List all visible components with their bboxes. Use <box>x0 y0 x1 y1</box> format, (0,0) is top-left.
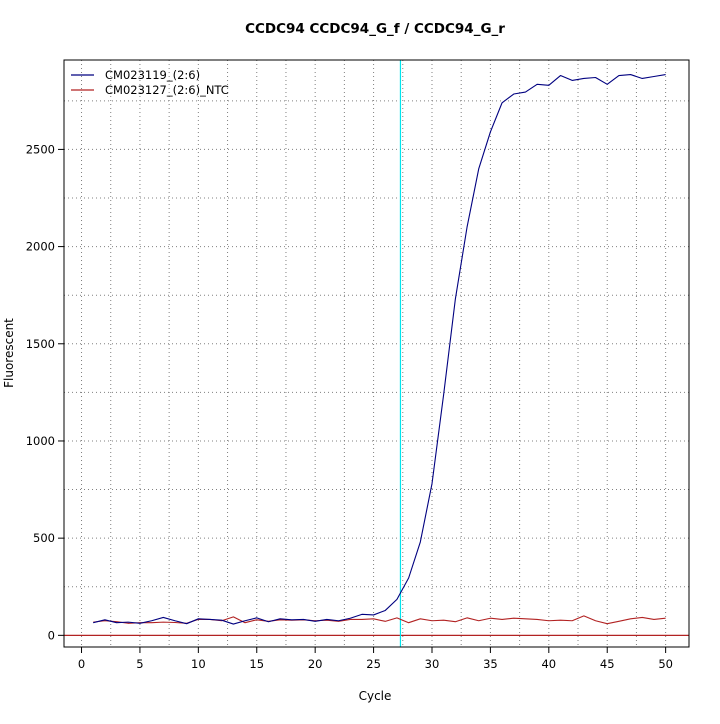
x-axis-label: Cycle <box>359 689 392 703</box>
x-tick-label: 0 <box>78 657 85 671</box>
legend: CM023119_(2:6)CM023127_(2:6)_NTC <box>71 68 229 97</box>
legend-label: CM023127_(2:6)_NTC <box>105 83 229 97</box>
y-axis-label: Fluorescent <box>2 318 16 388</box>
y-tick-label: 500 <box>33 531 55 545</box>
x-tick-label: 5 <box>136 657 143 671</box>
plot-frame <box>63 59 690 648</box>
x-tick-label: 30 <box>425 657 440 671</box>
chart-title: CCDC94 CCDC94_G_f / CCDC94_G_r <box>245 21 505 37</box>
x-tick-label: 50 <box>658 657 673 671</box>
x-tick-label: 40 <box>541 657 556 671</box>
y-tick-label: 2000 <box>26 240 55 254</box>
x-tick-label: 20 <box>308 657 323 671</box>
series-line <box>93 74 666 625</box>
y-tick-label: 1500 <box>26 337 55 351</box>
grid-layer <box>64 60 689 647</box>
x-tick-label: 45 <box>600 657 615 671</box>
series-layer <box>64 60 689 647</box>
y-tick-label: 2500 <box>26 142 55 156</box>
legend-label: CM023119_(2:6) <box>105 68 200 82</box>
y-tick-label: 1000 <box>26 434 55 448</box>
y-tick-label: 0 <box>48 628 55 642</box>
x-tick-label: 35 <box>483 657 498 671</box>
x-tick-label: 10 <box>191 657 206 671</box>
x-tick-label: 25 <box>366 657 381 671</box>
x-tick-label: 15 <box>249 657 264 671</box>
